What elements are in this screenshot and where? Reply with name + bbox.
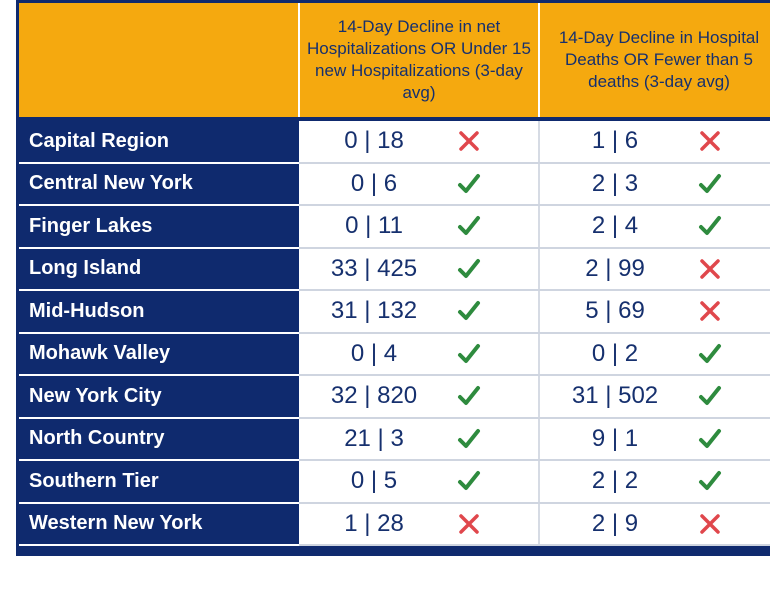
deaths-cell: 2 | 4 [539, 205, 770, 249]
deaths-column-header: 14-Day Decline in Hospital Deaths OR Few… [539, 3, 770, 119]
table-row: Long Island 33 | 425 2 | 99 [19, 247, 770, 291]
deaths-value: 2 | 4 [591, 212, 639, 240]
region-name: Mohawk Valley [19, 332, 299, 376]
hospitalizations-value: 21 | 3 [344, 424, 404, 452]
check-icon [449, 171, 489, 197]
hospitalizations-cell: 33 | 425 [299, 247, 540, 291]
deaths-value: 2 | 3 [591, 169, 639, 197]
region-name: North Country [19, 417, 299, 461]
deaths-value: 2 | 9 [591, 509, 639, 537]
table-row: Southern Tier 0 | 5 2 | 2 [19, 460, 770, 504]
check-icon [690, 213, 730, 239]
table-row: Capital Region 0 | 18 1 | 6 [19, 119, 770, 164]
hospitalizations-cell: 0 | 4 [299, 332, 540, 376]
deaths-value: 31 | 502 [571, 382, 659, 410]
check-icon [449, 383, 489, 409]
table-row: Finger Lakes 0 | 11 2 | 4 [19, 205, 770, 249]
hospitalizations-value: 0 | 5 [350, 467, 398, 495]
hospitalizations-value: 31 | 132 [330, 297, 418, 325]
region-name: Finger Lakes [19, 205, 299, 249]
cross-icon [690, 128, 730, 154]
check-icon [449, 298, 489, 324]
region-name: Capital Region [19, 119, 299, 164]
check-icon [449, 341, 489, 367]
region-name: Long Island [19, 247, 299, 291]
deaths-cell: 0 | 2 [539, 332, 770, 376]
header-row: 14-Day Decline in net Hospitalizations O… [19, 3, 770, 119]
hospitalizations-cell: 31 | 132 [299, 290, 540, 334]
hospitalizations-cell: 0 | 18 [299, 119, 540, 164]
deaths-value: 2 | 2 [591, 467, 639, 495]
region-column-header [19, 3, 300, 119]
hospitalizations-cell: 1 | 28 [299, 502, 540, 546]
regional-metrics-table: 14-Day Decline in net Hospitalizations O… [19, 3, 770, 546]
cross-icon [690, 298, 730, 324]
cross-icon [449, 511, 489, 537]
hospitalizations-column-header: 14-Day Decline in net Hospitalizations O… [299, 3, 540, 119]
table-row: Mid-Hudson 31 | 132 5 | 69 [19, 290, 770, 334]
check-icon [449, 468, 489, 494]
deaths-cell: 2 | 9 [539, 502, 770, 546]
hospitalizations-value: 0 | 6 [350, 169, 398, 197]
deaths-cell: 5 | 69 [539, 290, 770, 334]
deaths-cell: 31 | 502 [539, 375, 770, 419]
deaths-value: 0 | 2 [591, 339, 639, 367]
hospitalizations-value: 0 | 18 [344, 127, 404, 155]
check-icon [449, 213, 489, 239]
hospitalizations-cell: 0 | 11 [299, 205, 540, 249]
hospitalizations-value: 33 | 425 [330, 254, 418, 282]
region-name: Mid-Hudson [19, 290, 299, 334]
deaths-value: 1 | 6 [591, 127, 639, 155]
region-name: Western New York [19, 502, 299, 546]
check-icon [690, 426, 730, 452]
hospitalizations-cell: 0 | 6 [299, 162, 540, 206]
deaths-value: 2 | 99 [585, 254, 645, 282]
table-row: Mohawk Valley 0 | 4 0 | 2 [19, 332, 770, 376]
table-row: North Country 21 | 3 9 | 1 [19, 417, 770, 461]
metrics-table-frame: 14-Day Decline in net Hospitalizations O… [16, 0, 770, 556]
cross-icon [449, 128, 489, 154]
deaths-value: 9 | 1 [591, 424, 639, 452]
cross-icon [690, 256, 730, 282]
hospitalizations-cell: 21 | 3 [299, 417, 540, 461]
check-icon [449, 256, 489, 282]
cross-icon [690, 511, 730, 537]
deaths-cell: 2 | 2 [539, 460, 770, 504]
region-name: New York City [19, 375, 299, 419]
check-icon [690, 468, 730, 494]
hospitalizations-cell: 0 | 5 [299, 460, 540, 504]
check-icon [690, 171, 730, 197]
check-icon [690, 341, 730, 367]
hospitalizations-value: 32 | 820 [330, 382, 418, 410]
table-row: Western New York 1 | 28 2 | 9 [19, 502, 770, 546]
hospitalizations-value: 0 | 11 [345, 212, 403, 240]
region-name: Southern Tier [19, 460, 299, 504]
deaths-value: 5 | 69 [585, 297, 645, 325]
hospitalizations-cell: 32 | 820 [299, 375, 540, 419]
region-name: Central New York [19, 162, 299, 206]
hospitalizations-value: 1 | 28 [344, 509, 404, 537]
deaths-cell: 2 | 3 [539, 162, 770, 206]
hospitalizations-value: 0 | 4 [350, 339, 398, 367]
deaths-cell: 1 | 6 [539, 119, 770, 164]
deaths-cell: 2 | 99 [539, 247, 770, 291]
deaths-cell: 9 | 1 [539, 417, 770, 461]
check-icon [449, 426, 489, 452]
table-row: New York City 32 | 820 31 | 502 [19, 375, 770, 419]
table-row: Central New York 0 | 6 2 | 3 [19, 162, 770, 206]
check-icon [690, 383, 730, 409]
